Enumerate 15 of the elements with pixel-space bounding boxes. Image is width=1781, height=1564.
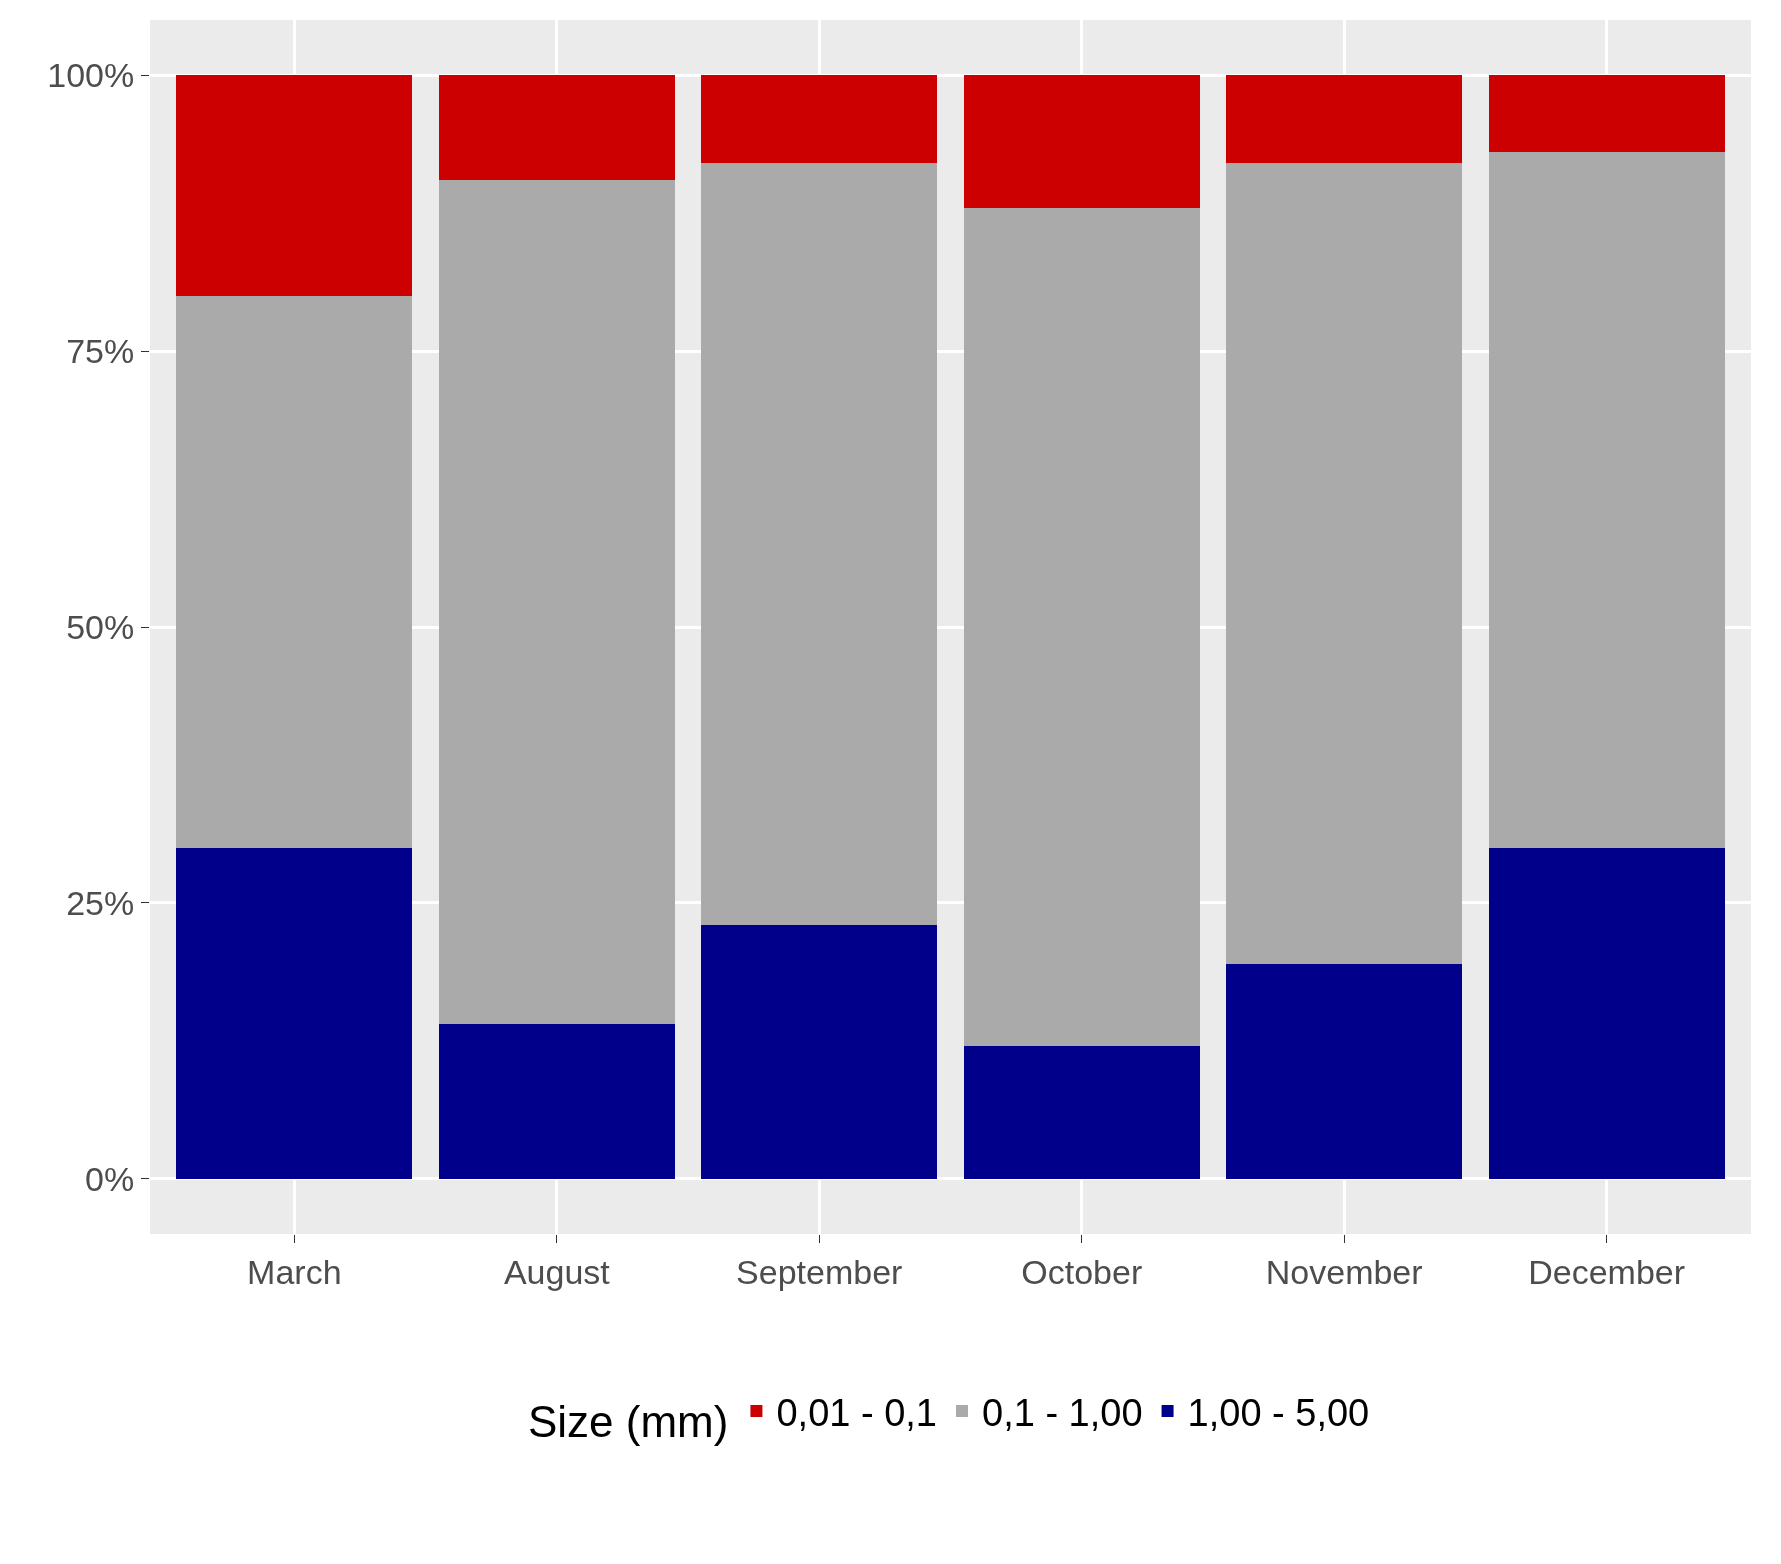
y-tick-label: 50% [66, 607, 135, 646]
legend-label: 1,00 - 5,00 [1187, 1391, 1370, 1434]
x-tick-label: August [503, 1252, 611, 1291]
x-tick-label: December [1528, 1252, 1686, 1291]
legend-title: Size (mm) [528, 1396, 729, 1446]
y-tick-label: 0% [85, 1159, 135, 1198]
legend-label: 0,1 - 1,00 [982, 1391, 1143, 1434]
x-tick-label: October [1021, 1252, 1143, 1291]
legend-label: 0,01 - 0,1 [776, 1391, 937, 1434]
y-tick-label: 25% [66, 883, 135, 922]
x-tick-label: November [1265, 1252, 1423, 1291]
y-tick-label: 100% [47, 56, 135, 95]
x-tick-label: March [247, 1252, 342, 1291]
y-tick-label: 75% [66, 331, 135, 370]
x-tick-label: September [736, 1252, 903, 1291]
